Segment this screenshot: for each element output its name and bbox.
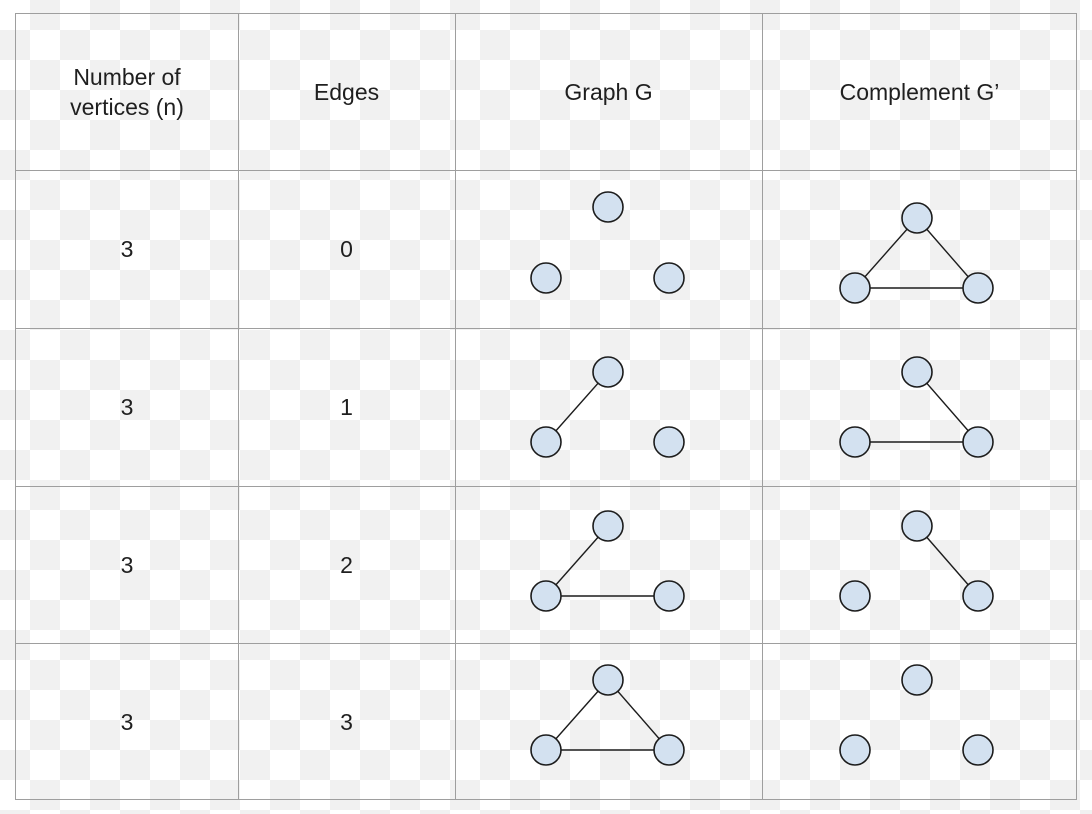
graph-g-drawing: [530, 510, 685, 612]
graph-vertex-left: [530, 580, 562, 612]
graph-g-drawing: [530, 664, 685, 766]
header-complement-label: Complement G’: [839, 79, 1000, 105]
header-complement: Complement G’: [762, 14, 1077, 170]
graph-vertex-top: [592, 356, 624, 388]
graph-vertex-right: [653, 734, 685, 766]
graph-vertex-left: [839, 272, 871, 304]
vertices-value: 3: [120, 236, 134, 262]
cell-vertices: 3: [16, 486, 238, 643]
complement-g-drawing: [839, 356, 994, 458]
graph-vertex-right: [962, 426, 994, 458]
graph-vertex-right: [653, 580, 685, 612]
header-edges-label: Edges: [313, 79, 380, 105]
cell-edges: 3: [238, 643, 455, 800]
graph-vertex-left: [530, 426, 562, 458]
header-edges: Edges: [238, 14, 455, 170]
row-divider: [16, 486, 1076, 487]
cell-edges: 2: [238, 486, 455, 643]
graph-vertex-right: [962, 580, 994, 612]
graph-vertex-left: [530, 734, 562, 766]
complement-g-drawing: [839, 664, 994, 766]
graph-vertex-left: [839, 580, 871, 612]
graph-vertex-top: [901, 510, 933, 542]
graph-vertex-top: [901, 356, 933, 388]
graph-vertex-top: [592, 664, 624, 696]
column-divider: [238, 14, 239, 799]
header-graph: Graph G: [455, 14, 762, 170]
complement-g-drawing: [839, 202, 994, 304]
row-divider: [16, 170, 1076, 171]
graph-vertex-top: [592, 191, 624, 223]
graph-g-drawing: [530, 191, 685, 294]
edges-value: 3: [340, 708, 353, 735]
graph-vertex-top: [901, 664, 933, 696]
graph-vertex-left: [530, 262, 562, 294]
vertices-value: 3: [120, 394, 134, 420]
vertices-value: 3: [120, 708, 134, 735]
cell-edges: 1: [238, 328, 455, 486]
column-divider: [455, 14, 456, 799]
row-divider: [16, 328, 1076, 329]
column-divider: [762, 14, 763, 799]
edges-value: 1: [340, 394, 353, 420]
graph-vertex-right: [653, 262, 685, 294]
header-vertices-label: Number of vertices (n): [70, 64, 184, 120]
graph-vertex-right: [962, 734, 994, 766]
graph-vertex-left: [839, 734, 871, 766]
graph-complement-table: Number of vertices (n) Edges Graph G Com…: [15, 13, 1077, 800]
cell-edges: 0: [238, 170, 455, 328]
complement-g-drawing: [839, 510, 994, 612]
graph-g-drawing: [530, 356, 685, 458]
edges-value: 0: [340, 236, 353, 262]
vertices-value: 3: [120, 551, 134, 578]
cell-vertices: 3: [16, 643, 238, 800]
graph-vertex-right: [653, 426, 685, 458]
graph-vertex-left: [839, 426, 871, 458]
header-graph-label: Graph G: [564, 79, 653, 105]
cell-vertices: 3: [16, 170, 238, 328]
edges-value: 2: [340, 551, 353, 578]
graph-vertex-top: [901, 202, 933, 234]
header-vertices: Number of vertices (n): [16, 14, 238, 170]
cell-vertices: 3: [16, 328, 238, 486]
graph-vertex-top: [592, 510, 624, 542]
row-divider: [16, 643, 1076, 644]
graph-vertex-right: [962, 272, 994, 304]
